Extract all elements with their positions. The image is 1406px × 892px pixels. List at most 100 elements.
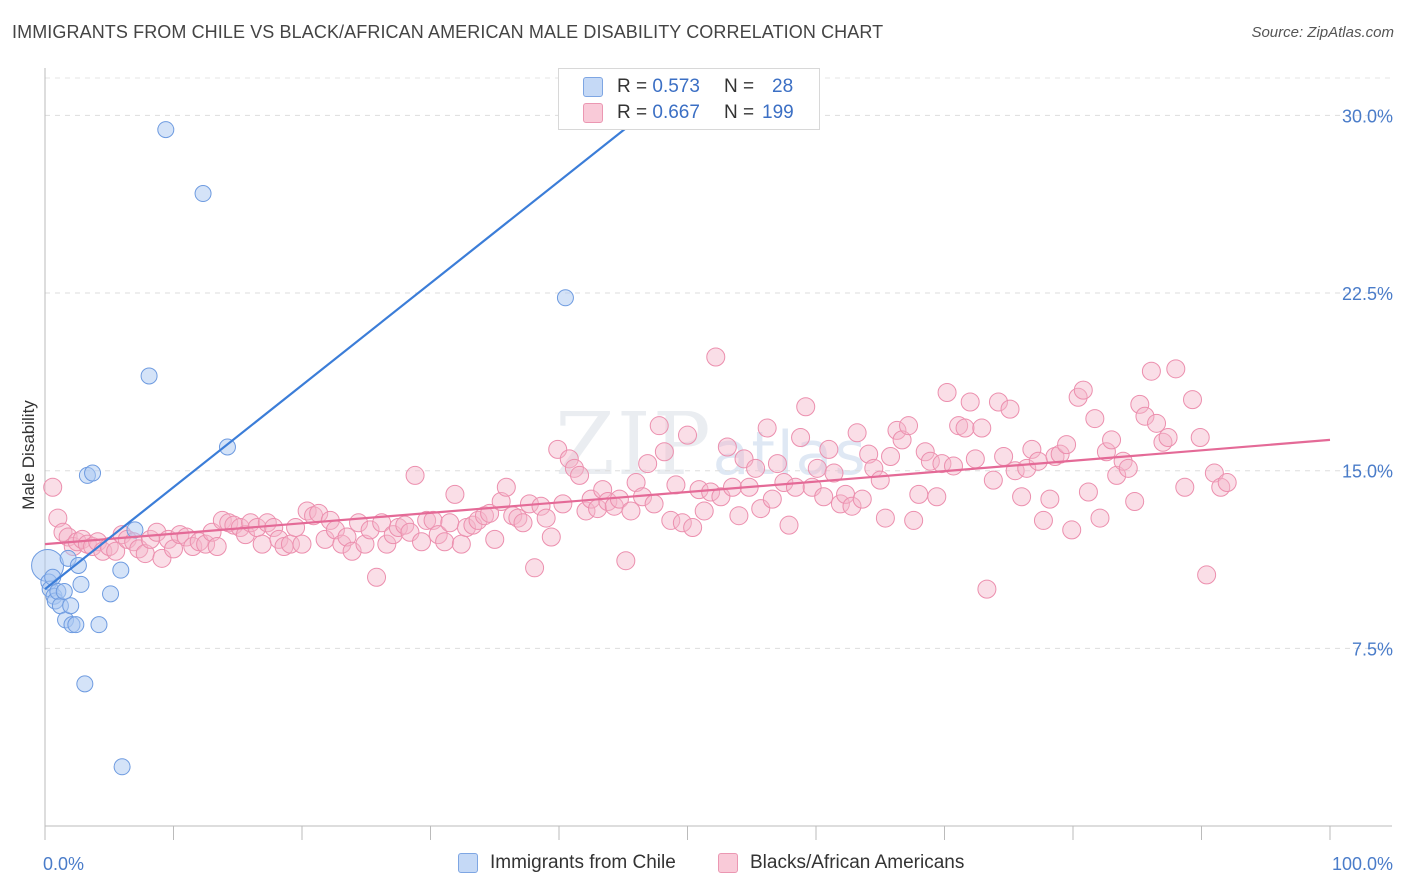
data-point-black [531,496,551,516]
data-point-black [965,449,985,469]
bottom-legend-label-chile: Immigrants from Chile [490,852,676,873]
data-point-black [791,428,811,448]
data-point-black [1040,489,1060,509]
data-point-black [1204,463,1224,483]
data-point-black [649,416,669,436]
data-point-black [106,541,126,561]
chart-title: IMMIGRANTS FROM CHILE VS BLACK/AFRICAN A… [12,22,884,42]
data-point-black [496,477,516,497]
data-point-black [762,489,782,509]
data-point-black [654,442,674,462]
data-point-chile [112,561,130,579]
data-point-black [915,442,935,462]
data-point-black [943,456,963,476]
data-point-black [1062,520,1082,540]
bottom-legend-swatch-black [718,853,738,873]
data-point-black [559,449,579,469]
data-point-black [1033,510,1053,530]
bottom-legend-swatch-chile [458,853,478,873]
data-point-black [43,477,63,497]
legend-row-black: R = 0.667 N = 199 [583,101,794,125]
data-point-black [1022,439,1042,459]
data-point-black [814,487,834,507]
data-point-black [235,525,255,545]
data-point-black [1166,359,1186,379]
trend-line-chile [44,119,637,590]
data-point-black [474,506,494,526]
data-point-black [955,418,975,438]
data-point-black [1090,508,1110,528]
data-point-black [892,430,912,450]
data-point-black [286,518,306,538]
data-point-black [875,508,895,528]
data-point-black [621,501,641,521]
x-tick-label: 0.0% [43,854,84,874]
data-point-chile [69,556,87,574]
r-label: R = [617,76,648,97]
data-point-black [927,487,947,507]
data-point-black [1118,458,1138,478]
data-point-black [541,527,561,547]
r-value-black: 0.667 [652,102,700,123]
data-point-black [977,579,997,599]
data-point-black [1028,451,1048,471]
bottom-legend-black[interactable]: Blacks/African Americans [718,852,964,874]
bottom-legend-label-black: Blacks/African Americans [750,852,965,873]
data-point-black [164,539,183,559]
data-point-black [1107,465,1127,485]
data-point-chile [72,575,90,593]
data-point-chile [84,464,102,482]
data-point-black [576,501,596,521]
data-point-black [960,392,980,412]
bottom-legend-chile[interactable]: Immigrants from Chile [458,852,676,874]
data-point-black [847,423,867,443]
data-point-black [48,508,68,528]
data-point-black [292,534,312,554]
data-point-black [757,418,777,438]
n-value-black: 199 [762,102,794,123]
data-point-black [252,534,272,554]
data-point-black [683,518,703,538]
data-point-black [932,454,952,474]
data-point-black [819,439,839,459]
data-point-black [859,444,879,464]
data-point-chile [90,616,108,634]
data-point-black [1135,406,1155,426]
data-point-black [485,529,505,549]
data-point-chile [76,675,94,693]
data-point-black [887,420,907,440]
data-point-black [672,513,692,533]
axes [44,68,1392,840]
x-tick-label: 100.0% [1332,854,1393,874]
data-point-black [513,513,533,533]
data-point-black [1102,430,1122,450]
data-point-black [1197,565,1217,585]
data-point-black [796,397,816,417]
data-point-black [767,454,787,474]
data-point-black [1125,491,1145,511]
data-point-black [1050,444,1070,464]
data-point-black [842,496,862,516]
data-point-black [88,532,108,552]
data-point-chile [194,185,212,203]
data-point-black [1175,477,1195,497]
data-point-black [207,536,227,556]
data-point-black [196,534,216,554]
data-point-black [367,567,387,587]
y-tick-label: 22.5% [1342,284,1393,304]
data-point-chile [102,585,120,603]
data-point-black [994,446,1014,466]
data-point-black [746,458,766,478]
data-point-black [377,534,397,554]
data-point-black [779,515,799,535]
data-point-black [694,501,714,521]
data-point-black [525,558,545,578]
data-point-black [701,482,721,502]
data-point-black [616,551,636,571]
data-point-chile [62,597,80,615]
data-point-black [1057,435,1077,455]
data-point-black [717,437,737,457]
data-point-black [1147,413,1167,433]
data-point-black [626,473,646,493]
legend-row-chile: R = 0.573 N = 28 [583,75,793,99]
